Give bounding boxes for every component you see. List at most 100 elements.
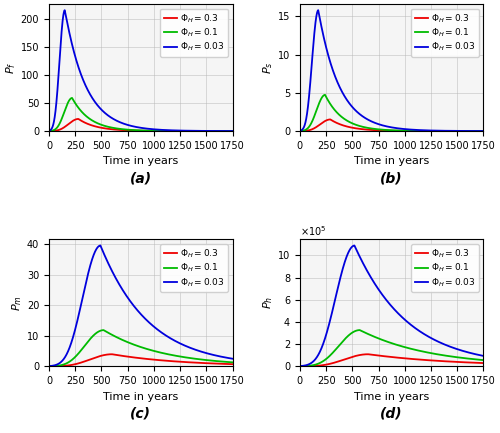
$\Phi_H = 0.3$ xyxy=(367,127,373,132)
$\Phi_H = 0.1$ xyxy=(230,129,235,134)
$\Phi_H = 0.3$ xyxy=(365,352,371,357)
$\Phi_H = 0.03$ xyxy=(434,128,440,133)
Line: $\Phi_H = 0.03$: $\Phi_H = 0.03$ xyxy=(49,10,232,131)
$\Phi_H = 0.3$ xyxy=(367,352,373,357)
$\Phi_H = 0.03$ xyxy=(416,328,422,333)
$\Phi_H = 0.1$ xyxy=(367,126,373,131)
$\Phi_H = 0.1$ xyxy=(230,360,235,365)
$\Phi_H = 0.3$ xyxy=(230,129,235,134)
$\Phi_H = 0.3$ xyxy=(330,360,336,365)
$\Phi_H = 0.1$ xyxy=(448,354,454,359)
$\Phi_H = 0.3$ xyxy=(297,364,303,369)
$\Phi_H = 0.3$ xyxy=(448,129,454,134)
Line: $\Phi_H = 0.03$: $\Phi_H = 0.03$ xyxy=(49,246,232,366)
$\Phi_H = 0.03$ xyxy=(367,118,373,123)
$\Phi_H = 0.3$ xyxy=(109,352,115,357)
$\Phi_H = 0.1$ xyxy=(100,327,106,333)
$\Phi_H = 0.03$ xyxy=(297,363,303,368)
$\Phi_H = 0.3$ xyxy=(197,360,203,365)
$\Phi_H = 0.1$ xyxy=(330,350,336,355)
Line: $\Phi_H = 0.3$: $\Phi_H = 0.3$ xyxy=(300,120,484,131)
$\Phi_H = 0.1$ xyxy=(116,126,122,131)
X-axis label: Time in years: Time in years xyxy=(103,156,178,166)
Line: $\Phi_H = 0.3$: $\Phi_H = 0.3$ xyxy=(49,354,232,366)
$\Phi_H = 0.3$ xyxy=(230,362,235,367)
$\Phi_H = 0.03$ xyxy=(156,127,162,132)
$\Phi_H = 0.3$ xyxy=(46,364,52,369)
X-axis label: Time in years: Time in years xyxy=(354,391,430,402)
$\Phi_H = 0.3$ xyxy=(166,358,172,363)
$\Phi_H = 0.03$ xyxy=(297,128,303,133)
$\Phi_H = 0.3$ xyxy=(407,128,413,133)
$\Phi_H = 0.3$ xyxy=(197,129,203,134)
$\Phi_H = 0.1$ xyxy=(183,355,189,360)
$\Phi_H = 0.03$ xyxy=(480,353,486,359)
$\Phi_H = 0.03$ xyxy=(407,127,413,132)
X-axis label: Time in years: Time in years xyxy=(354,156,430,166)
$\Phi_H = 0.03$ xyxy=(367,273,373,278)
$\Phi_H = 0.03$ xyxy=(166,128,172,133)
Text: (d): (d) xyxy=(380,407,403,421)
$\Phi_H = 0.03$ xyxy=(230,356,235,361)
$\Phi_H = 0.1$ xyxy=(183,129,189,134)
Text: (c): (c) xyxy=(130,407,152,421)
$\Phi_H = 0.3$ xyxy=(80,359,86,365)
Line: $\Phi_H = 0.3$: $\Phi_H = 0.3$ xyxy=(49,119,232,131)
$\Phi_H = 0.1$ xyxy=(46,364,52,369)
$\Phi_H = 0.3$ xyxy=(407,356,413,362)
$\Phi_H = 0.03$ xyxy=(46,128,52,133)
$\Phi_H = 0.3$ xyxy=(434,129,440,134)
$\Phi_H = 0.3$ xyxy=(297,129,303,134)
$\Phi_H = 0.1$ xyxy=(480,129,486,134)
$\Phi_H = 0.1$ xyxy=(197,129,203,134)
Text: $\times 10^5$: $\times 10^5$ xyxy=(300,224,326,238)
$\Phi_H = 0.1$ xyxy=(297,129,303,134)
$\Phi_H = 0.03$ xyxy=(480,129,486,134)
$\Phi_H = 0.1$ xyxy=(434,352,440,357)
$\Phi_H = 0.03$ xyxy=(156,328,162,333)
$\Phi_H = 0.03$ xyxy=(62,8,68,13)
$\Phi_H = 0.03$ xyxy=(407,321,413,326)
$\Phi_H = 0.1$ xyxy=(80,110,86,115)
$\Phi_H = 0.03$ xyxy=(116,281,122,287)
$\Phi_H = 0.03$ xyxy=(448,128,454,133)
$\Phi_H = 0.1$ xyxy=(330,106,336,111)
$\Phi_H = 0.3$ xyxy=(327,117,333,122)
Line: $\Phi_H = 0.1$: $\Phi_H = 0.1$ xyxy=(49,98,232,131)
$\Phi_H = 0.03$ xyxy=(352,243,358,248)
$\Phi_H = 0.03$ xyxy=(80,296,86,301)
$\Phi_H = 0.1$ xyxy=(322,92,328,97)
$\Phi_H = 0.1$ xyxy=(416,348,422,353)
$\Phi_H = 0.03$ xyxy=(166,334,172,339)
$\Phi_H = 0.03$ xyxy=(434,339,440,344)
$\Phi_H = 0.03$ xyxy=(416,127,422,132)
$\Phi_H = 0.1$ xyxy=(166,128,172,133)
Line: $\Phi_H = 0.03$: $\Phi_H = 0.03$ xyxy=(300,10,484,131)
$\Phi_H = 0.03$ xyxy=(98,243,103,248)
$\Phi_H = 0.3$ xyxy=(480,361,486,366)
$\Phi_H = 0.1$ xyxy=(197,357,203,362)
Legend: $\Phi_H = 0.3$, $\Phi_H = 0.1$, $\Phi_H = 0.03$: $\Phi_H = 0.3$, $\Phi_H = 0.1$, $\Phi_H … xyxy=(160,9,228,57)
$\Phi_H = 0.1$ xyxy=(80,346,86,351)
$\Phi_H = 0.1$ xyxy=(156,350,162,355)
$\Phi_H = 0.3$ xyxy=(480,129,486,134)
$\Phi_H = 0.1$ xyxy=(156,128,162,133)
$\Phi_H = 0.03$ xyxy=(230,129,235,134)
Line: $\Phi_H = 0.1$: $\Phi_H = 0.1$ xyxy=(300,330,484,366)
$\Phi_H = 0.03$ xyxy=(116,119,122,124)
$\Phi_H = 0.03$ xyxy=(330,305,336,310)
$\Phi_H = 0.1$ xyxy=(367,332,373,337)
$\Phi_H = 0.1$ xyxy=(407,346,413,351)
Text: (b): (b) xyxy=(380,171,403,186)
Text: (a): (a) xyxy=(130,171,152,186)
Legend: $\Phi_H = 0.3$, $\Phi_H = 0.1$, $\Phi_H = 0.03$: $\Phi_H = 0.3$, $\Phi_H = 0.1$, $\Phi_H … xyxy=(411,244,479,292)
$\Phi_H = 0.03$ xyxy=(80,75,86,81)
$\Phi_H = 0.3$ xyxy=(46,129,52,134)
Legend: $\Phi_H = 0.3$, $\Phi_H = 0.1$, $\Phi_H = 0.03$: $\Phi_H = 0.3$, $\Phi_H = 0.1$, $\Phi_H … xyxy=(411,9,479,57)
$\Phi_H = 0.1$ xyxy=(116,336,122,341)
$\Phi_H = 0.1$ xyxy=(480,358,486,363)
$\Phi_H = 0.3$ xyxy=(116,353,122,358)
$\Phi_H = 0.1$ xyxy=(356,327,362,333)
Y-axis label: $P_f$: $P_f$ xyxy=(4,61,18,74)
$\Phi_H = 0.3$ xyxy=(448,359,454,364)
